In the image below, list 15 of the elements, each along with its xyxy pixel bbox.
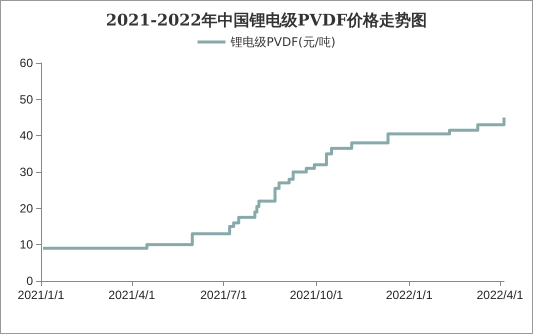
y-tick-label: 30	[20, 165, 34, 179]
y-tick-label: 40	[20, 128, 34, 143]
x-tick-label: 2021/10/1	[290, 288, 344, 302]
x-tick-label: 2021/1/1	[18, 288, 65, 302]
chart-title: 2021-2022年中国锂电级PVDF价格走势图	[106, 10, 428, 30]
x-tick-label: 2022/1/1	[386, 288, 433, 302]
y-tick-label: 20	[20, 201, 34, 216]
x-tick-label: 2022/4/1	[476, 288, 524, 302]
y-tick-label: 60	[20, 56, 34, 70]
y-tick-label: 50	[20, 92, 34, 106]
y-tick-label: 10	[20, 238, 34, 252]
x-tick-label: 2021/4/1	[108, 288, 156, 302]
x-tick-label: 2021/7/1	[200, 288, 248, 302]
legend-label: 锂电级PVDF(元/吨)	[230, 35, 336, 49]
y-tick-label: 0	[26, 274, 34, 288]
